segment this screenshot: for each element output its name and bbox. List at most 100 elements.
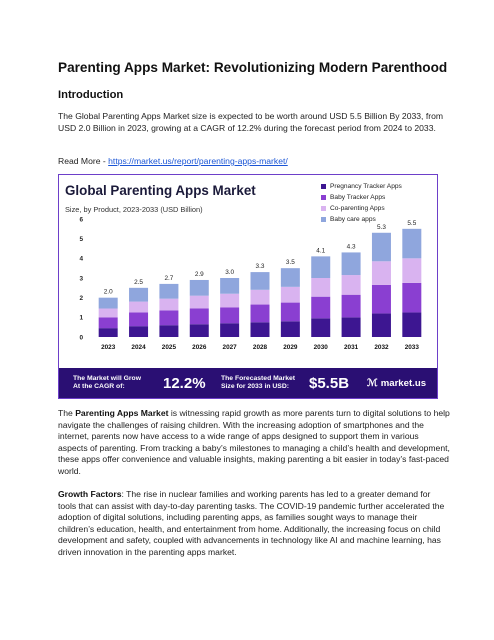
bar-value-label: 4.1 xyxy=(316,247,325,254)
y-tick-label: 5 xyxy=(79,236,83,243)
x-tick-label: 2027 xyxy=(223,344,238,351)
chart-legend: Pregnancy Tracker Apps Baby Tracker Apps C… xyxy=(321,181,402,225)
legend-label: Pregnancy Tracker Apps xyxy=(330,183,402,190)
bar-segment xyxy=(220,293,240,308)
bar-value-label: 3.5 xyxy=(286,259,295,266)
bar-segment xyxy=(159,310,179,326)
bar-segment xyxy=(220,307,240,324)
legend-swatch xyxy=(321,206,326,211)
legend-swatch xyxy=(321,217,326,222)
legend-swatch xyxy=(321,184,326,189)
cagr-value-box: 12.2% xyxy=(163,368,206,398)
bar-segment xyxy=(189,324,209,337)
forecast-value-box: $5.5B xyxy=(309,368,349,398)
x-tick-label: 2032 xyxy=(374,344,389,351)
x-tick-label: 2031 xyxy=(344,344,359,351)
bar-segment xyxy=(280,268,300,287)
bar-value-label: 2.9 xyxy=(195,271,204,278)
bar-value-label: 4.3 xyxy=(347,243,356,250)
x-tick-label: 2030 xyxy=(314,344,329,351)
bar-segment xyxy=(402,258,422,283)
cagr-label: The Market will Grow At the CAGR of: xyxy=(73,368,141,398)
bar-segment xyxy=(159,298,179,311)
forecast-label: The Forecasted Market Size for 2033 in U… xyxy=(221,368,295,398)
legend-item: Co-parenting Apps xyxy=(321,203,402,214)
legend-label: Co-parenting Apps xyxy=(330,205,385,212)
bar-segment xyxy=(189,295,209,309)
bar-value-label: 2.0 xyxy=(104,289,113,296)
x-tick-label: 2028 xyxy=(253,344,268,351)
x-tick-label: 2033 xyxy=(405,344,420,351)
bar-value-label: 5.3 xyxy=(377,224,386,231)
bar-segment xyxy=(129,287,149,302)
bar-value-label: 2.5 xyxy=(134,279,143,286)
cagr-value: 12.2% xyxy=(163,374,206,392)
legend-label: Baby Tracker Apps xyxy=(330,194,386,201)
bar-segment xyxy=(189,308,209,325)
y-tick-label: 0 xyxy=(79,334,83,341)
legend-label: Baby care apps xyxy=(330,216,376,223)
bar-value-label: 5.5 xyxy=(407,220,416,227)
intro-heading: Introduction xyxy=(58,89,124,101)
x-tick-label: 2029 xyxy=(283,344,298,351)
bar-segment xyxy=(341,252,361,276)
bar-segment xyxy=(98,297,118,309)
bar-segment xyxy=(341,294,361,318)
bar-segment xyxy=(129,301,149,313)
bar-segment xyxy=(311,296,331,319)
bar-segment xyxy=(402,228,422,259)
bar-segment xyxy=(371,232,391,262)
bar-segment xyxy=(98,308,118,318)
bar-segment xyxy=(402,312,422,337)
cagr-label-line1: The Market will Grow xyxy=(73,375,141,382)
bar-segment xyxy=(129,326,149,337)
logo-icon: ℳ xyxy=(367,377,378,389)
x-tick-label: 2024 xyxy=(131,344,146,351)
chart-title: Global Parenting Apps Market xyxy=(65,183,256,198)
bar-value-label: 3.0 xyxy=(225,269,234,276)
y-tick-label: 4 xyxy=(79,256,83,263)
bar-segment xyxy=(98,317,118,329)
market-paragraph: The Parenting Apps Market is witnessing … xyxy=(58,408,450,478)
bar-segment xyxy=(311,278,331,297)
x-tick-label: 2025 xyxy=(162,344,177,351)
bar-segment xyxy=(220,278,240,294)
legend-item: Baby Tracker Apps xyxy=(321,192,402,203)
bar-segment xyxy=(129,312,149,327)
bar-segment xyxy=(159,283,179,299)
x-tick-label: 2023 xyxy=(101,344,116,351)
bar-segment xyxy=(371,313,391,337)
bar-segment xyxy=(220,323,240,337)
legend-item: Pregnancy Tracker Apps xyxy=(321,181,402,192)
y-tick-label: 3 xyxy=(79,275,83,282)
stacked-bar-chart: 0 1 2 3 4 5 6 2.0 2023 2.5 2024 2.7 2025 2.9 2026 3.0 20… xyxy=(79,216,422,351)
bar-segment xyxy=(250,322,270,337)
bar-segment xyxy=(250,272,270,290)
cagr-label-line2: At the CAGR of: xyxy=(73,383,125,390)
legend-item: Baby care apps xyxy=(321,214,402,225)
legend-swatch xyxy=(321,195,326,200)
bar-segment xyxy=(311,318,331,337)
bar-value-label: 2.7 xyxy=(164,275,173,282)
y-tick-label: 2 xyxy=(79,295,83,302)
para3-rest: : The rise in nuclear families and worki… xyxy=(58,489,445,557)
read-more-link[interactable]: https://market.us/report/parenting-apps-… xyxy=(108,156,288,166)
bar-value-label: 3.3 xyxy=(256,263,265,270)
para2-rest: is witnessing rapid growth as more paren… xyxy=(58,408,450,476)
forecast-value: $5.5B xyxy=(309,374,350,392)
y-tick-label: 6 xyxy=(79,216,83,223)
bar-segment xyxy=(280,302,300,322)
forecast-label-line2: Size for 2033 in USD: xyxy=(221,383,289,390)
growth-factors-paragraph: Growth Factors: The rise in nuclear fami… xyxy=(58,489,450,559)
bar-segment xyxy=(371,261,391,285)
bar-segment xyxy=(371,284,391,314)
bar-segment xyxy=(341,317,361,337)
bar-segment xyxy=(250,289,270,305)
forecast-label-line1: The Forecasted Market xyxy=(221,375,296,382)
bar-segment xyxy=(98,328,118,337)
bar-segment xyxy=(250,304,270,323)
logo-text: market.us xyxy=(380,377,427,389)
bar-segment xyxy=(280,286,300,303)
para2-prefix: The xyxy=(58,408,76,418)
